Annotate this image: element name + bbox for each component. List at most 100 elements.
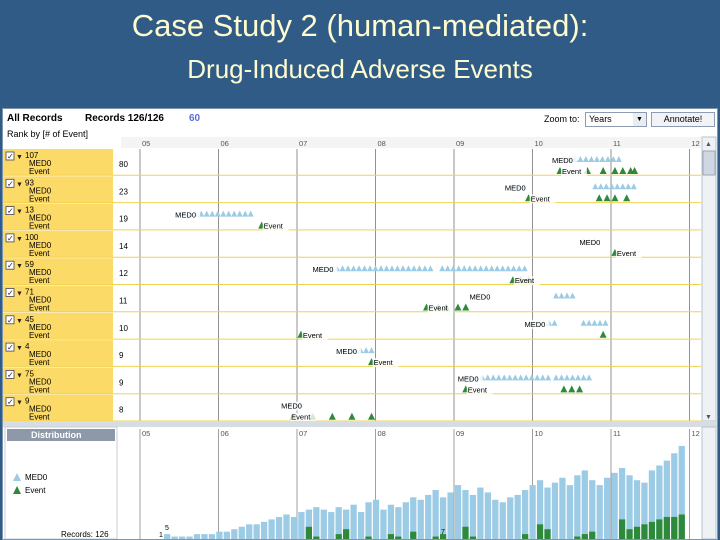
checkmark-icon: ✓ — [7, 316, 14, 325]
histogram-med-bar — [574, 475, 581, 539]
dist-year-tick-label: 11 — [613, 429, 621, 438]
row-checkbox[interactable] — [5, 206, 15, 215]
row-label-background — [3, 149, 113, 176]
med-marker — [220, 210, 227, 217]
row-checkbox[interactable] — [5, 178, 15, 188]
row-label-event: Event — [29, 194, 50, 203]
med-marker — [577, 156, 584, 162]
chevron-down-icon[interactable]: ▼ — [633, 113, 646, 126]
expand-triangle-icon: ▼ — [16, 154, 23, 161]
legend-med-icon — [13, 473, 21, 481]
event-marker — [560, 385, 568, 393]
checkmark-icon: ✓ — [7, 234, 14, 243]
event-marker — [623, 194, 631, 202]
med-marker — [528, 374, 535, 381]
distribution-scrollbar[interactable] — [701, 426, 717, 539]
expand-triangle-icon: ▼ — [16, 345, 23, 352]
all-records-link[interactable]: All Records — [7, 113, 63, 124]
annotation-label: Event — [468, 385, 488, 394]
row-checkbox[interactable] — [5, 315, 15, 325]
row-checkbox[interactable] — [5, 260, 15, 270]
row-checkbox[interactable] — [5, 151, 15, 161]
row-label-med: MED0 — [29, 268, 52, 277]
annotation-bg — [335, 347, 362, 357]
row-label-med: MED0 — [29, 377, 52, 386]
annotation-bg — [280, 401, 307, 411]
histogram-med-bar — [268, 519, 275, 539]
histogram-event-bar — [618, 519, 626, 539]
histogram-event-bar — [432, 536, 439, 539]
annotation-label: MED0 — [505, 183, 526, 192]
histogram-med-bar — [402, 502, 409, 539]
row-checkbox[interactable] — [5, 369, 15, 379]
histogram-event-bar — [305, 526, 312, 539]
med-marker — [450, 265, 457, 272]
histogram-event-bar — [641, 524, 648, 539]
checkmark-icon: ✓ — [7, 398, 14, 407]
row-label-background — [3, 203, 113, 230]
histogram-med-bar — [618, 467, 626, 539]
row-count: 9 — [119, 378, 124, 387]
histogram-event-bar — [469, 536, 477, 539]
annotation-label: MED0 — [336, 347, 357, 356]
dist-marker-label: 1 — [159, 532, 163, 539]
row-label-background — [3, 230, 113, 258]
row-id: 75 — [25, 369, 34, 378]
row-label-background — [3, 176, 113, 203]
med-marker — [580, 374, 587, 381]
med-marker — [597, 319, 604, 326]
row-checkbox[interactable] — [5, 342, 15, 352]
med-marker — [388, 265, 395, 272]
annotation-label: Event — [429, 304, 449, 313]
annotation-label: MED0 — [552, 156, 573, 165]
histogram-med-bar — [611, 472, 618, 539]
histogram-event-bar — [589, 531, 596, 539]
histogram-med-bar — [514, 494, 521, 539]
histogram-med-bar — [626, 475, 633, 539]
event-marker — [611, 167, 619, 174]
histogram-med-bar — [566, 485, 574, 539]
med-marker — [553, 374, 560, 381]
histogram-event-bar — [626, 529, 633, 539]
histogram-med-bar — [164, 534, 171, 539]
scrollbar-thumb[interactable] — [702, 150, 716, 176]
row-label-background — [3, 312, 113, 340]
row-checkbox[interactable] — [5, 288, 15, 297]
annotation-bg — [427, 303, 454, 313]
histogram-med-bar — [231, 529, 238, 539]
annotation-bg — [578, 237, 605, 247]
histogram-med-bar — [633, 480, 641, 539]
row-label-background — [3, 367, 113, 394]
med-marker — [599, 156, 606, 162]
histogram-med-bar — [417, 499, 424, 539]
dist-year-tick-label: 09 — [456, 429, 464, 438]
histogram-event-bar — [365, 536, 372, 539]
histogram-med-bar — [350, 504, 357, 539]
event-marker — [631, 167, 639, 174]
expand-triangle-icon: ▼ — [16, 318, 23, 325]
annotate-button[interactable]: Annotate! — [651, 112, 715, 127]
histogram-med-bar — [380, 509, 387, 539]
annotation-bg — [615, 248, 642, 258]
histogram-med-bar — [238, 526, 245, 539]
med-marker — [203, 210, 210, 217]
annotation-bg — [456, 374, 483, 384]
histogram-med-bar — [178, 536, 186, 539]
histogram-med-bar — [544, 487, 551, 539]
year-tick-label: 07 — [299, 139, 307, 148]
annotation-label: Event — [562, 167, 582, 176]
med-marker — [399, 265, 406, 272]
row-checkbox[interactable] — [5, 233, 15, 243]
row-label-med: MED0 — [29, 241, 52, 250]
timeline-scrollbar[interactable] — [701, 136, 717, 422]
med-marker — [553, 292, 560, 299]
event-marker — [328, 412, 336, 420]
row-label-event: Event — [29, 304, 50, 313]
event-marker — [603, 194, 611, 202]
med-marker — [597, 183, 604, 190]
panel-divider[interactable] — [3, 421, 718, 427]
year-tick-label: 05 — [142, 139, 150, 148]
row-count: 12 — [119, 269, 128, 278]
zoom-select[interactable]: Years — [585, 112, 647, 127]
row-checkbox[interactable] — [5, 397, 15, 407]
